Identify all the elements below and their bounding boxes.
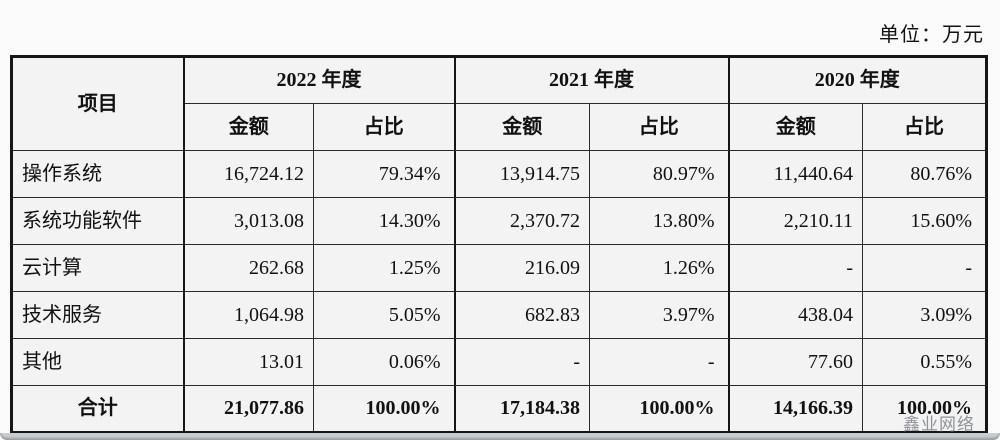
cell-amount-2022: 262.68 — [182, 244, 314, 292]
row-item-label: 技术服务 — [11, 291, 184, 339]
cell-ratio-2021: 13.80% — [589, 197, 729, 245]
column-header-ratio-2021: 占比 — [589, 103, 729, 151]
cell-amount-2021: - — [453, 338, 590, 386]
cell-amount-2020: 11,440.64 — [727, 150, 863, 198]
cell-ratio-2022: 1.25% — [313, 244, 455, 292]
row-item-label: 其他 — [11, 338, 184, 386]
table-row: 其他 13.01 0.06% - - 77.60 0.55% — [11, 338, 987, 386]
table-row: 操作系统 16,724.12 79.34% 13,914.75 80.97% 1… — [11, 150, 987, 198]
column-header-item: 项目 — [11, 56, 184, 151]
cell-ratio-2020: 0.55% — [862, 338, 987, 386]
cell-amount-2021: 2,370.72 — [453, 197, 590, 245]
cell-amount-2022: 13.01 — [182, 338, 314, 386]
header-row-subcolumns: 金额 占比 金额 占比 金额 占比 — [12, 103, 987, 151]
cell-amount-2020: 2,210.11 — [727, 197, 863, 245]
cell-amount-2020: 77.60 — [727, 338, 863, 386]
column-header-ratio-2022: 占比 — [313, 103, 455, 151]
cell-ratio-2020: 3.09% — [862, 291, 987, 339]
column-header-year-2021: 2021 年度 — [453, 56, 729, 104]
total-amount-2022: 21,077.86 — [182, 385, 314, 433]
cell-ratio-2022: 5.05% — [313, 291, 455, 339]
cell-amount-2020: - — [727, 244, 863, 292]
total-ratio-2021: 100.00% — [589, 385, 729, 433]
cell-amount-2020: 438.04 — [727, 291, 863, 339]
cell-amount-2021: 682.83 — [453, 291, 590, 339]
column-header-amount-2022: 金额 — [182, 103, 314, 151]
cell-amount-2022: 16,724.12 — [182, 150, 314, 198]
revenue-breakdown-table: 项目 2022 年度 2021 年度 2020 年度 金额 占比 金额 占比 金… — [10, 55, 988, 434]
table-row: 技术服务 1,064.98 5.05% 682.83 3.97% 438.04 … — [11, 291, 987, 339]
column-header-ratio-2020: 占比 — [862, 103, 987, 151]
table-row: 系统功能软件 3,013.08 14.30% 2,370.72 13.80% 2… — [11, 197, 987, 245]
cell-ratio-2021: 1.26% — [589, 244, 729, 292]
cell-amount-2021: 216.09 — [453, 244, 590, 292]
column-header-year-2020: 2020 年度 — [727, 56, 987, 104]
screenshot-bottom-edge — [0, 433, 1000, 440]
column-header-amount-2020: 金额 — [727, 103, 863, 151]
total-label: 合计 — [11, 385, 184, 433]
unit-label: 单位：万元 — [879, 24, 984, 46]
row-item-label: 系统功能软件 — [11, 197, 184, 245]
cell-amount-2022: 3,013.08 — [182, 197, 314, 245]
row-item-label: 云计算 — [11, 244, 184, 292]
cell-ratio-2021: 80.97% — [589, 150, 729, 198]
cell-ratio-2020: 80.76% — [862, 150, 987, 198]
total-ratio-2022: 100.00% — [313, 385, 455, 433]
watermark-text: 鑫业网络 — [903, 415, 975, 434]
cell-ratio-2022: 0.06% — [313, 338, 455, 386]
cell-ratio-2022: 79.34% — [313, 150, 455, 198]
header-row-years: 项目 2022 年度 2021 年度 2020 年度 — [11, 56, 987, 151]
total-amount-2020: 14,166.39 — [727, 385, 863, 433]
cell-ratio-2021: - — [589, 338, 729, 386]
cell-ratio-2021: 3.97% — [589, 291, 729, 339]
row-item-label: 操作系统 — [11, 150, 184, 198]
cell-ratio-2022: 14.30% — [313, 197, 455, 245]
table-row: 云计算 262.68 1.25% 216.09 1.26% - - — [11, 244, 987, 292]
cell-ratio-2020: 15.60% — [862, 197, 987, 245]
cell-ratio-2020: - — [862, 244, 987, 292]
cell-amount-2021: 13,914.75 — [453, 150, 590, 198]
total-amount-2021: 17,184.38 — [453, 385, 590, 433]
column-header-year-2022: 2022 年度 — [182, 56, 455, 104]
cell-amount-2022: 1,064.98 — [182, 291, 314, 339]
total-ratio-2020: 100.00% — [862, 385, 987, 433]
table-total-row: 合计 21,077.86 100.00% 17,184.38 100.00% 1… — [11, 385, 987, 433]
table-header: 项目 2022 年度 2021 年度 2020 年度 金额 占比 金额 占比 金… — [11, 56, 987, 151]
column-header-amount-2021: 金额 — [453, 103, 590, 151]
